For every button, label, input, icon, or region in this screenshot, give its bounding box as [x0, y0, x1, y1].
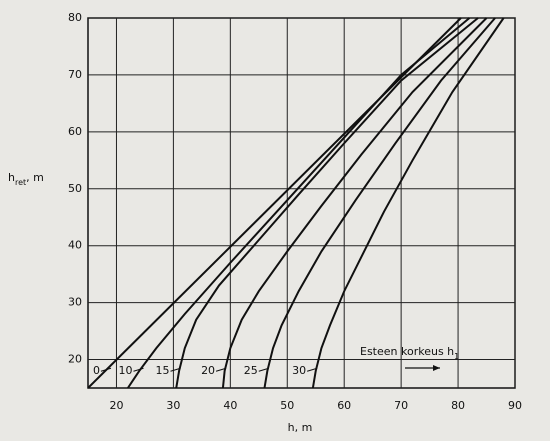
label-leader	[133, 367, 144, 372]
y-label-sub: ret	[15, 178, 26, 187]
x-tick-label: 90	[508, 399, 522, 412]
x-tick-label: 70	[394, 399, 408, 412]
annotation-arrowhead	[433, 365, 440, 371]
x-tick-label: 20	[109, 399, 123, 412]
series-label: 30	[292, 364, 306, 377]
curve	[175, 17, 479, 389]
label-leader	[100, 367, 112, 372]
x-tick-label: 30	[166, 399, 180, 412]
curve	[263, 17, 496, 389]
x-tick-label: 50	[280, 399, 294, 412]
series-label: 25	[244, 364, 258, 377]
label-leader	[307, 367, 318, 372]
curve	[127, 17, 471, 389]
curve	[221, 17, 488, 389]
series-label: 10	[119, 364, 133, 377]
y-label-unit: , m	[26, 171, 44, 184]
y-tick-label: 20	[68, 353, 82, 366]
y-tick-label: 40	[68, 239, 82, 252]
series-label: 15	[156, 364, 170, 377]
annotation-main: Esteen korkeus h	[360, 345, 454, 358]
x-axis-label: h, m	[288, 421, 313, 434]
y-axis-label: hret, m	[8, 171, 44, 187]
y-tick-label: 80	[68, 11, 82, 24]
annotation: Esteen korkeus h1	[360, 345, 459, 361]
label-leader	[215, 367, 227, 372]
x-tick-label: 80	[451, 399, 465, 412]
curve	[87, 17, 462, 389]
x-tick-label: 60	[337, 399, 351, 412]
series-label: 20	[201, 364, 215, 377]
y-tick-label: 50	[68, 182, 82, 195]
series-label: 0	[93, 364, 100, 377]
y-tick-label: 70	[68, 68, 82, 81]
y-tick-label: 60	[68, 125, 82, 138]
y-label-main: h	[8, 171, 15, 184]
curve	[311, 17, 505, 389]
annotation-sub: 1	[454, 352, 459, 361]
label-leader	[170, 367, 181, 372]
y-tick-label: 30	[68, 296, 82, 309]
label-leader	[258, 367, 269, 372]
x-tick-label: 40	[223, 399, 237, 412]
